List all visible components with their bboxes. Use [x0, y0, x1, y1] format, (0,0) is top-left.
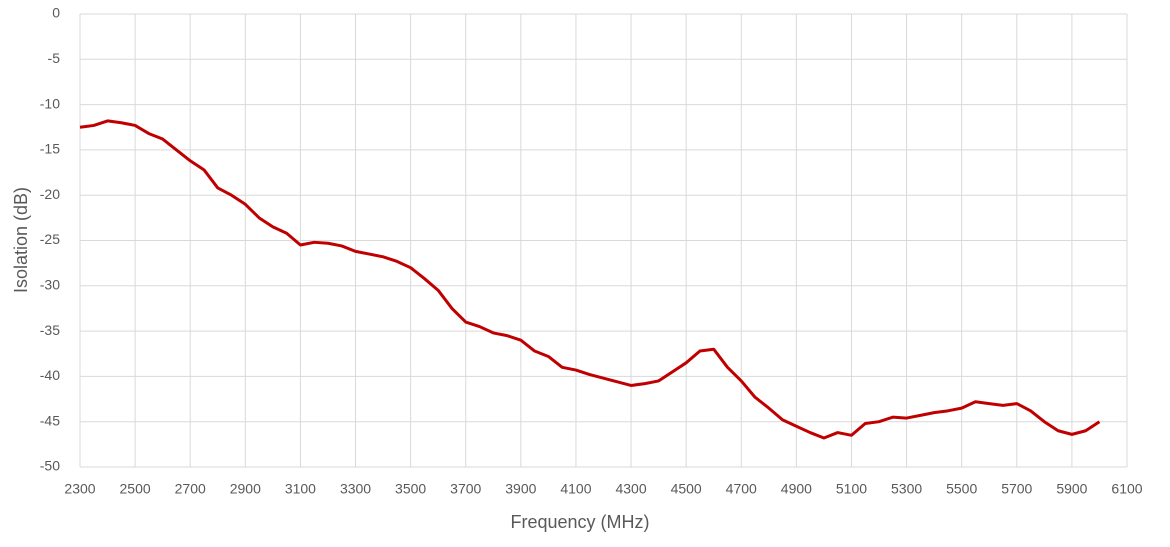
y-tick-label: -30 — [40, 277, 60, 293]
x-tick-label: 3700 — [450, 481, 481, 497]
x-tick-label: 4900 — [781, 481, 812, 497]
x-tick-label: 2500 — [120, 481, 151, 497]
y-tick-label: -35 — [40, 322, 60, 338]
x-tick-label: 3900 — [505, 481, 536, 497]
x-tick-label: 2900 — [230, 481, 261, 497]
data-line — [79, 119, 1101, 440]
x-axis-label: Frequency (MHz) — [510, 512, 649, 532]
x-tick-label: 4100 — [560, 481, 591, 497]
y-tick-label: -20 — [40, 186, 60, 202]
x-tick-label: 6100 — [1111, 481, 1142, 497]
y-axis-label: Isolation (dB) — [11, 187, 31, 293]
y-tick-label: -10 — [40, 95, 60, 111]
y-tick-label: -5 — [48, 50, 61, 66]
y-tick-label: -15 — [40, 141, 60, 157]
y-tick-label: 0 — [52, 5, 60, 21]
x-tick-label: 5500 — [946, 481, 977, 497]
y-tick-label: -25 — [40, 231, 60, 247]
x-tick-label: 3500 — [395, 481, 426, 497]
y-tick-label: -50 — [40, 458, 60, 474]
x-tick-label: 4700 — [726, 481, 757, 497]
x-tick-label: 3100 — [285, 481, 316, 497]
x-tick-label: 2700 — [175, 481, 206, 497]
x-tick-label: 5300 — [891, 481, 922, 497]
x-tick-label: 5700 — [1001, 481, 1032, 497]
x-tick-label: 4300 — [615, 481, 646, 497]
y-tick-label: -40 — [40, 367, 60, 383]
x-tick-label: 2300 — [64, 481, 95, 497]
x-tick-label: 5900 — [1056, 481, 1087, 497]
x-tick-label: 5100 — [836, 481, 867, 497]
x-tick-label: 3300 — [340, 481, 371, 497]
y-tick-label: -45 — [40, 412, 60, 428]
x-tick-label: 4500 — [671, 481, 702, 497]
